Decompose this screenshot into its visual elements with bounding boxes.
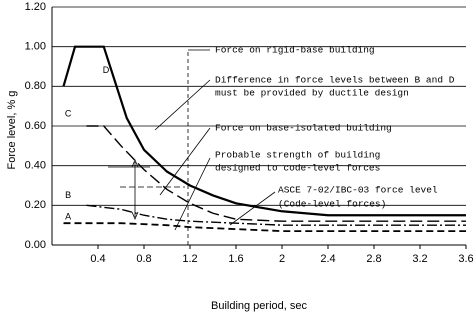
series-label: D	[103, 65, 110, 75]
y-tick-label: 1.20	[25, 1, 46, 13]
annotation: Force on rigid-base building	[215, 45, 375, 56]
y-axis-label: Force level, % g	[6, 91, 18, 170]
x-axis-label: Building period, sec	[211, 300, 308, 312]
series-label: A	[65, 212, 71, 222]
y-tick-label: 0.80	[25, 80, 46, 92]
annotation: Probable strength of building	[215, 150, 380, 161]
series-line	[63, 222, 466, 233]
x-tick-label: 3.6	[458, 253, 473, 265]
y-tick-label: 0.40	[25, 160, 46, 172]
y-tick-label: 0.60	[25, 120, 46, 132]
x-tick-label: 2.4	[320, 253, 335, 265]
y-tick-label: 0.00	[25, 239, 46, 251]
annotation: Difference in force levels between B and…	[215, 75, 455, 86]
series-line	[62, 45, 466, 217]
x-tick-label: 0.8	[136, 253, 151, 265]
series-line	[86, 125, 466, 222]
x-tick-label: 3.2	[412, 253, 427, 265]
y-tick-label: 0.20	[25, 199, 46, 211]
annotation: ASCE 7-02/IBC-03 force level	[278, 185, 438, 196]
series-line	[86, 204, 466, 226]
annotation: Force on base-isolated building	[215, 123, 392, 134]
annotation: (Code-level forces)	[278, 199, 386, 210]
x-tick-label: 0.4	[90, 253, 105, 265]
x-tick-label: 1.2	[182, 253, 197, 265]
leaders	[108, 49, 276, 245]
x-tick-label: 2	[279, 253, 285, 265]
annotation: designed to code-level forces	[215, 163, 380, 174]
x-tick-label: 2.8	[366, 253, 381, 265]
annotation: must be provided by ductile design	[215, 88, 409, 99]
x-tick-label: 1.6	[228, 253, 243, 265]
series-label: C	[65, 108, 72, 118]
y-tick-label: 1.00	[25, 41, 46, 53]
series-label: B	[65, 190, 71, 200]
